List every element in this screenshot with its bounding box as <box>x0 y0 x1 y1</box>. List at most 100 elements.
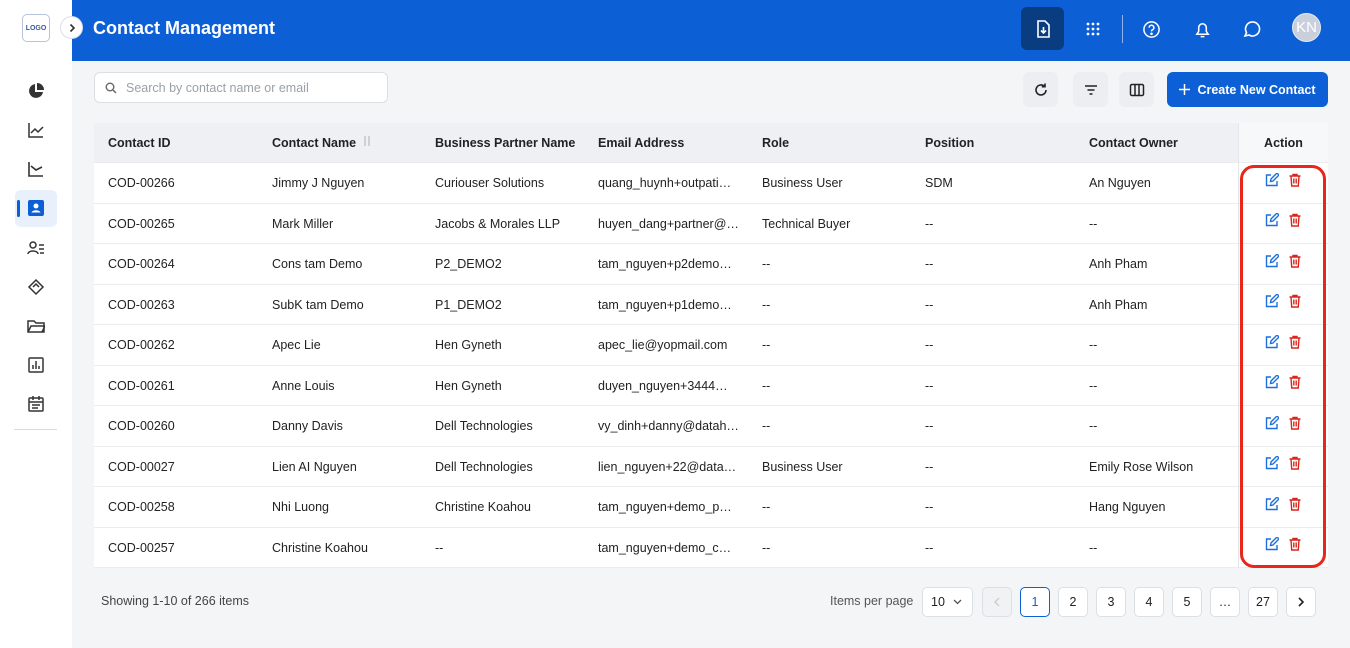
column-header: Business Partner Name <box>435 136 576 150</box>
action-cell <box>1238 284 1328 325</box>
download-button[interactable] <box>1021 7 1064 50</box>
table-cell: COD-00260 <box>108 419 175 433</box>
table-cell: Anh Pham <box>1089 297 1148 312</box>
page-button[interactable]: … <box>1210 587 1240 617</box>
columns-button[interactable] <box>1119 72 1154 107</box>
page-button[interactable]: 5 <box>1172 587 1202 617</box>
delete-button[interactable] <box>1288 528 1302 568</box>
table-cell: Apec Lie <box>272 338 321 352</box>
table-cell: Christine Koahou <box>435 500 531 514</box>
column-header: Action <box>1238 123 1328 162</box>
delete-button[interactable] <box>1288 285 1302 325</box>
nav-folder[interactable] <box>24 314 48 338</box>
edit-button[interactable] <box>1265 325 1280 365</box>
delete-button[interactable] <box>1288 487 1302 527</box>
action-cell <box>1238 365 1328 406</box>
chat-button[interactable] <box>1235 12 1269 46</box>
filter-button[interactable] <box>1073 72 1108 107</box>
edit-button[interactable] <box>1265 528 1280 568</box>
delete-button[interactable] <box>1288 447 1302 487</box>
table-cell: Curiouser Solutions <box>435 176 545 190</box>
page-button[interactable]: 4 <box>1134 587 1164 617</box>
table-row: COD-00262 Apec Lie Hen Gyneth apec_lie@yopm… <box>94 325 1328 366</box>
nav-contacts[interactable] <box>24 196 48 220</box>
delete-button[interactable] <box>1288 204 1302 244</box>
notifications-button[interactable] <box>1185 12 1219 46</box>
divider <box>14 429 57 430</box>
table-cell: -- <box>762 500 771 514</box>
table-cell: -- <box>925 459 934 474</box>
column-header: Position <box>925 136 975 150</box>
nav-chart[interactable] <box>24 157 48 181</box>
edit-button[interactable] <box>1265 163 1280 203</box>
items-summary: Showing 1-10 of 266 items <box>101 594 250 608</box>
table-cell: tam_nguyen+p1demo… <box>598 297 732 312</box>
nav-deals[interactable] <box>24 275 48 299</box>
edit-button[interactable] <box>1265 285 1280 325</box>
edit-button[interactable] <box>1265 244 1280 284</box>
table-cell: COD-00265 <box>108 216 175 231</box>
edit-button[interactable] <box>1265 487 1280 527</box>
delete-button[interactable] <box>1288 163 1302 203</box>
table-cell: Dell Technologies <box>435 459 533 474</box>
table-cell: apec_lie@yopmail.com <box>598 338 728 352</box>
apps-button[interactable] <box>1076 12 1110 46</box>
delete-button[interactable] <box>1288 366 1302 406</box>
table-row: COD-00258 Nhi Luong Christine Koahou tam_ng… <box>94 487 1328 528</box>
delete-button[interactable] <box>1288 244 1302 284</box>
edit-button[interactable] <box>1265 366 1280 406</box>
delete-button[interactable] <box>1288 406 1302 446</box>
table-cell: COD-00257 <box>108 540 175 555</box>
page-button[interactable]: 27 <box>1248 587 1278 617</box>
table-cell: -- <box>925 297 934 312</box>
search-input[interactable]: Search by contact name or email <box>94 72 388 103</box>
nav-trend[interactable] <box>24 118 48 142</box>
edit-button[interactable] <box>1265 204 1280 244</box>
table-cell: Emily Rose Wilson <box>1089 459 1194 474</box>
table-cell: -- <box>925 257 934 271</box>
nav-calendar[interactable] <box>24 392 48 416</box>
table-cell: COD-00258 <box>108 500 175 514</box>
table-cell: Hen Gyneth <box>435 338 502 352</box>
prev-page[interactable] <box>982 587 1012 617</box>
edit-button[interactable] <box>1265 447 1280 487</box>
sort-icon[interactable] <box>362 123 372 162</box>
table-cell: Technical Buyer <box>762 216 851 231</box>
table-cell: huyen_dang+partner@… <box>598 216 739 231</box>
table-cell: -- <box>925 540 934 555</box>
nav-report[interactable] <box>24 353 48 377</box>
edit-button[interactable] <box>1265 406 1280 446</box>
action-cell <box>1238 446 1328 487</box>
page-button[interactable]: 3 <box>1096 587 1126 617</box>
table-cell: Business User <box>762 459 843 474</box>
items-per-page-value: 10 <box>931 595 945 609</box>
items-per-page-select[interactable]: 10 <box>922 587 973 617</box>
refresh-button[interactable] <box>1023 72 1058 107</box>
table-row: COD-00260 Danny Davis Dell Technologies vy_… <box>94 406 1328 447</box>
table-cell: COD-00263 <box>108 297 175 312</box>
page-button[interactable]: 2 <box>1058 587 1088 617</box>
create-contact-button[interactable]: Create New Contact <box>1167 72 1328 107</box>
nav-users[interactable] <box>24 236 48 260</box>
table-cell: tam_nguyen+demo_p… <box>598 500 732 514</box>
avatar[interactable]: KN <box>1292 13 1321 42</box>
table-cell: An Nguyen <box>1089 176 1151 190</box>
active-bar <box>17 200 20 217</box>
sidebar-toggle[interactable] <box>60 16 83 39</box>
table-cell: Hang Nguyen <box>1089 500 1166 514</box>
next-page[interactable] <box>1286 587 1316 617</box>
table-cell: SDM <box>925 176 953 190</box>
table-cell: duyen_nguyen+3444… <box>598 378 728 393</box>
table-row: COD-00263 SubK tam Demo P1_DEMO2 tam_nguyen… <box>94 284 1328 325</box>
delete-button[interactable] <box>1288 325 1302 365</box>
column-header: Email Address <box>598 136 685 150</box>
help-button[interactable] <box>1134 12 1168 46</box>
table-cell: -- <box>435 540 444 555</box>
table-cell: -- <box>1089 338 1098 352</box>
page-button[interactable]: 1 <box>1020 587 1050 617</box>
table-cell: -- <box>762 297 771 312</box>
items-per-page-label: Items per page <box>830 594 914 608</box>
search-icon <box>105 82 117 94</box>
nav-dashboard[interactable] <box>24 79 48 103</box>
table-cell: Dell Technologies <box>435 419 533 433</box>
